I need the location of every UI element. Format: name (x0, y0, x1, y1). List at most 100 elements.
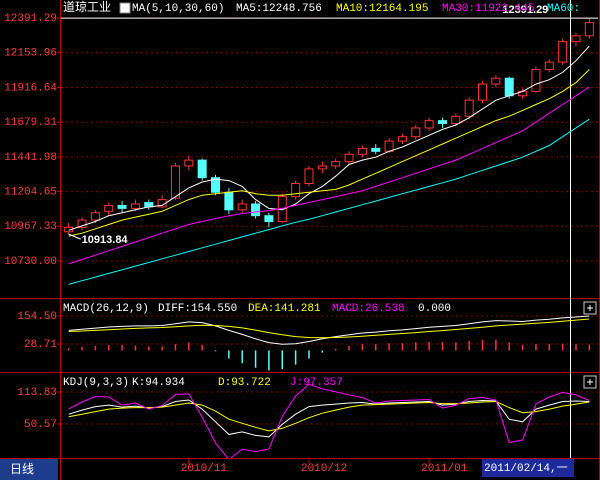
macd-bar (161, 346, 163, 351)
y-tick-label: 12153.96 (4, 48, 57, 60)
indicator-name: MA(5,10,30,60) (132, 3, 224, 15)
candle-body (224, 191, 234, 211)
candle-body (197, 159, 207, 179)
candle-body (331, 161, 341, 167)
panel-buttons (119, 2, 597, 389)
macd-bar (334, 348, 337, 351)
legend-entry: MA60: (547, 3, 580, 15)
y-tick-label: 28.71 (24, 339, 57, 351)
y-tick-label: 11204.65 (4, 187, 57, 199)
macd-bar (481, 339, 484, 351)
candle-body (531, 68, 541, 92)
macd-bar (228, 350, 230, 359)
indicator-line (68, 318, 590, 339)
macd-bar (201, 345, 203, 351)
macd-bar (107, 345, 110, 351)
period-tab[interactable] (0, 459, 58, 480)
indicator-icon[interactable] (119, 2, 131, 14)
candle-body (464, 99, 474, 117)
legend-entry: DIFF:154.550 (158, 303, 237, 315)
candle-body (117, 204, 127, 209)
macd-bar (535, 344, 537, 351)
indicator-name: KDJ(9,3,3) (63, 377, 129, 389)
candle-body (237, 203, 247, 211)
candle-body (558, 41, 568, 63)
candle-body (437, 120, 447, 125)
y-tick-label: 11916.64 (4, 82, 57, 94)
y-tick-label: 11441.98 (4, 152, 57, 164)
legend-entry: J:97.357 (290, 377, 343, 389)
candle-body (584, 22, 594, 37)
macd-bar (521, 345, 524, 351)
macd-bar (588, 344, 591, 351)
macd-bar (148, 346, 150, 351)
candle-body (411, 127, 421, 138)
macd-bar (348, 345, 350, 351)
y-tick-label: 113.83 (17, 387, 57, 399)
indicator-line (68, 118, 590, 285)
legend-entry: D:93.722 (218, 377, 271, 389)
macd-bar (174, 344, 177, 351)
macd-bar (308, 350, 310, 359)
macd-bar (281, 350, 284, 370)
x-tick-label: 2010/11 (181, 463, 228, 475)
legend-entry: MA30:11922.445 (442, 3, 534, 15)
plus-icon (587, 305, 593, 311)
candle-body (451, 115, 461, 125)
max-annotation: 12391.29 (502, 4, 548, 16)
candle-body (304, 168, 314, 185)
plus-icon (587, 379, 593, 385)
candle-body (504, 77, 514, 97)
period-label: 日线 (10, 462, 34, 477)
cursor-date-box (482, 459, 574, 477)
macd-bar (81, 346, 83, 351)
y-tick-label: 154.50 (17, 311, 57, 323)
macd-bar (428, 341, 430, 351)
indicator-line (68, 86, 590, 265)
candle-body (64, 226, 74, 233)
indicator-line (68, 69, 590, 237)
macd-bar (214, 350, 217, 352)
candle-body (77, 219, 87, 228)
macd-bar (441, 341, 444, 351)
macd-bar (548, 344, 551, 351)
macd-bar (495, 339, 497, 351)
legend-entry: K:94.934 (132, 377, 185, 389)
candle-body (264, 215, 274, 223)
macd-bar (401, 343, 404, 351)
macd-bar (388, 343, 390, 351)
macd-bar (321, 350, 324, 353)
macd-bar (455, 342, 457, 351)
candle-body (90, 212, 100, 221)
macd-bar (254, 350, 257, 368)
candle-body (371, 147, 381, 152)
min-pointer (68, 233, 81, 240)
legend-entry: MACD:26.538 (332, 303, 405, 315)
candle-body (104, 204, 114, 212)
candle-body (170, 165, 180, 199)
candle-body (317, 165, 327, 170)
candle-body (251, 203, 261, 217)
y-tick-label: 50.57 (24, 419, 57, 431)
legend-entry: DEA:141.281 (248, 303, 321, 315)
chart-title: 道琼工业 (63, 0, 111, 15)
y-tick-label: 12391.29 (4, 13, 57, 25)
legend-entry: MA10:12164.195 (336, 3, 428, 15)
macd-bar (241, 350, 243, 364)
min-annotation: 10913.84 (82, 234, 129, 246)
macd-bar (294, 350, 297, 365)
cursor-date: 2011/02/14,一 (484, 463, 568, 475)
candle-body (478, 83, 488, 101)
indicator-name: MACD(26,12,9) (63, 303, 149, 315)
x-tick-label: 2010/12 (301, 463, 347, 475)
candle-body (344, 153, 354, 163)
indicator-line (68, 45, 590, 231)
macd-bar (508, 342, 510, 351)
y-tick-label: 11679.31 (4, 117, 57, 129)
candle-body (291, 183, 301, 198)
plot-area (61, 17, 598, 285)
macd-bar (121, 345, 123, 351)
indicator-extra: 0.000 (418, 303, 451, 315)
candle-body (571, 35, 581, 43)
